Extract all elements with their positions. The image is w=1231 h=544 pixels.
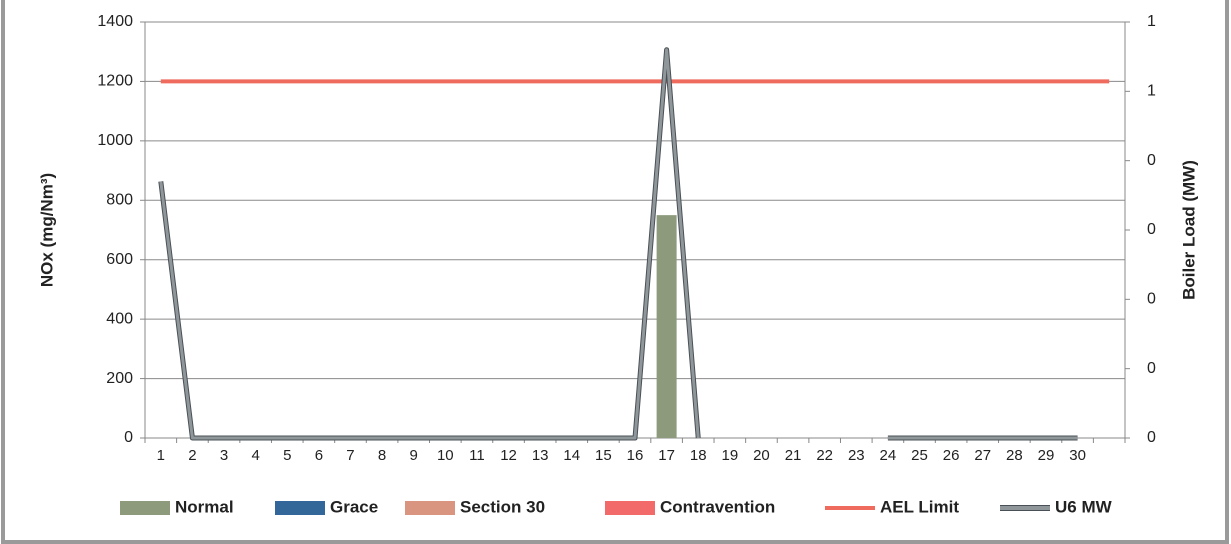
x-tick-label: 22	[816, 447, 833, 464]
x-tick-label: 3	[220, 447, 228, 464]
legend-label: Section 30	[460, 497, 545, 516]
legend-swatch	[120, 501, 170, 515]
x-tick-label: 19	[721, 447, 738, 464]
x-tick-label: 23	[848, 447, 865, 464]
legend-label: Grace	[330, 497, 378, 516]
x-tick-label: 26	[943, 447, 960, 464]
x-tick-label: 14	[563, 447, 580, 464]
y2-tick-label: 0	[1147, 360, 1156, 377]
x-tick-label: 21	[785, 447, 802, 464]
x-tick-label: 27	[974, 447, 991, 464]
bar	[656, 215, 677, 438]
legend-label: Contravention	[660, 497, 775, 516]
x-tick-label: 25	[911, 447, 928, 464]
y2-axis-title: Boiler Load (MW)	[1179, 160, 1198, 300]
y2-tick-label: 0	[1147, 152, 1156, 169]
x-tick-label: 17	[658, 447, 675, 464]
legend-label: Normal	[175, 497, 234, 516]
y-tick-label: 1400	[97, 13, 133, 30]
x-tick-label: 11	[469, 447, 485, 464]
y2-tick-label: 0	[1147, 291, 1156, 308]
x-tick-label: 15	[595, 447, 612, 464]
legend-swatch	[605, 501, 655, 515]
x-tick-label: 16	[627, 447, 644, 464]
line-outline	[158, 47, 701, 441]
x-tick-label: 29	[1038, 447, 1055, 464]
y-axis-title: NOx (mg/Nm³)	[37, 173, 56, 287]
x-tick-label: 20	[753, 447, 770, 464]
y2-tick-label: 1	[1147, 13, 1156, 30]
x-tick-label: 6	[315, 447, 323, 464]
y2-tick-label: 1	[1147, 83, 1156, 100]
x-tick-label: 18	[690, 447, 707, 464]
legend-swatch	[275, 501, 325, 515]
y-tick-label: 1200	[97, 73, 133, 90]
x-tick-label: 12	[500, 447, 517, 464]
y2-tick-label: 0	[1147, 429, 1156, 446]
legend-label: U6 MW	[1055, 497, 1113, 516]
x-tick-label: 7	[346, 447, 354, 464]
x-tick-label: 2	[188, 447, 196, 464]
legend-swatch	[405, 501, 455, 515]
y-tick-label: 600	[106, 251, 133, 268]
y-tick-label: 400	[106, 310, 133, 327]
x-tick-label: 4	[251, 447, 259, 464]
y-tick-label: 1000	[97, 132, 133, 149]
x-tick-label: 5	[283, 447, 291, 464]
y2-tick-label: 0	[1147, 221, 1156, 238]
x-tick-label: 28	[1006, 447, 1023, 464]
y-tick-label: 0	[124, 429, 133, 446]
x-tick-label: 1	[157, 447, 165, 464]
x-tick-label: 9	[410, 447, 418, 464]
x-tick-label: 8	[378, 447, 386, 464]
y-tick-label: 200	[106, 370, 133, 387]
legend-label: AEL Limit	[880, 497, 959, 516]
x-tick-label: 30	[1069, 447, 1086, 464]
y-tick-label: 800	[106, 192, 133, 209]
x-tick-label: 13	[532, 447, 549, 464]
line	[159, 48, 700, 440]
x-tick-label: 10	[437, 447, 454, 464]
x-tick-label: 24	[880, 447, 897, 464]
